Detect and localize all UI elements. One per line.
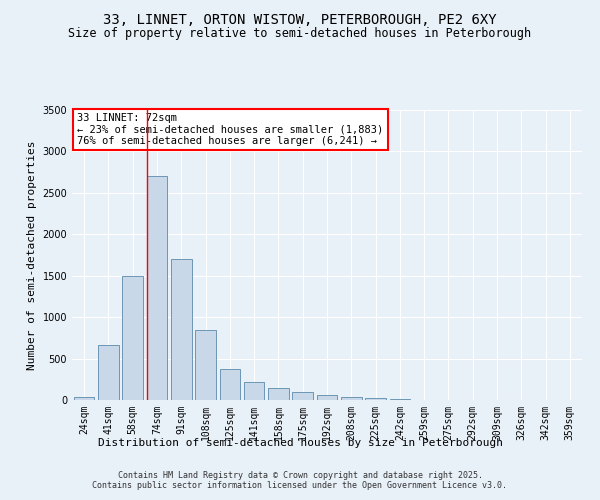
Text: Contains HM Land Registry data © Crown copyright and database right 2025.
Contai: Contains HM Land Registry data © Crown c… <box>92 470 508 490</box>
Text: Size of property relative to semi-detached houses in Peterborough: Size of property relative to semi-detach… <box>68 28 532 40</box>
Bar <box>365 398 386 400</box>
Bar <box>317 396 337 400</box>
Y-axis label: Number of semi-detached properties: Number of semi-detached properties <box>27 140 37 370</box>
Bar <box>292 392 313 400</box>
Bar <box>74 396 94 400</box>
Bar <box>195 330 216 400</box>
Bar <box>244 382 265 400</box>
Bar <box>341 397 362 400</box>
Text: 33 LINNET: 72sqm
← 23% of semi-detached houses are smaller (1,883)
76% of semi-d: 33 LINNET: 72sqm ← 23% of semi-detached … <box>77 113 383 146</box>
Text: Distribution of semi-detached houses by size in Peterborough: Distribution of semi-detached houses by … <box>97 438 503 448</box>
Text: 33, LINNET, ORTON WISTOW, PETERBOROUGH, PE2 6XY: 33, LINNET, ORTON WISTOW, PETERBOROUGH, … <box>103 12 497 26</box>
Bar <box>220 370 240 400</box>
Bar <box>146 176 167 400</box>
Bar <box>122 276 143 400</box>
Bar <box>171 259 191 400</box>
Bar <box>98 346 119 400</box>
Bar <box>389 399 410 400</box>
Bar <box>268 388 289 400</box>
